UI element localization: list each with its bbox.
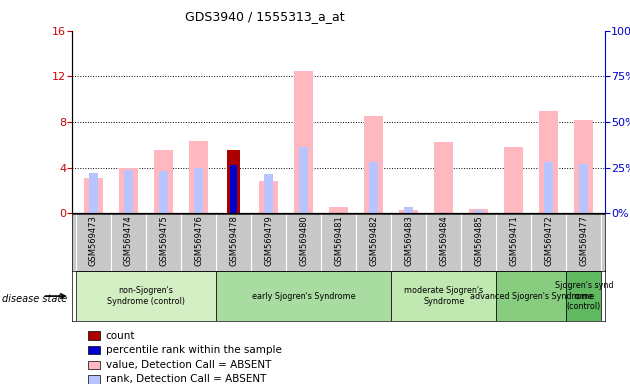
Text: GSM569481: GSM569481 <box>334 215 343 266</box>
Bar <box>404 207 413 213</box>
Bar <box>189 141 208 213</box>
Text: GSM569484: GSM569484 <box>439 215 448 266</box>
Bar <box>566 271 601 321</box>
Bar <box>544 162 553 213</box>
Text: GDS3940 / 1555313_a_at: GDS3940 / 1555313_a_at <box>185 10 345 23</box>
Bar <box>119 167 138 213</box>
Bar <box>574 120 593 213</box>
Bar <box>391 271 496 321</box>
Text: disease state: disease state <box>2 293 67 303</box>
Text: GSM569475: GSM569475 <box>159 215 168 266</box>
Text: value, Detection Call = ABSENT: value, Detection Call = ABSENT <box>106 360 272 370</box>
Text: GSM569473: GSM569473 <box>89 215 98 266</box>
Bar <box>84 178 103 213</box>
Text: GSM569471: GSM569471 <box>509 215 518 266</box>
Text: rank, Detection Call = ABSENT: rank, Detection Call = ABSENT <box>106 374 266 384</box>
Bar <box>329 207 348 213</box>
Text: GSM569474: GSM569474 <box>124 215 133 266</box>
Bar <box>474 210 483 213</box>
Text: early Sjogren's Syndrome: early Sjogren's Syndrome <box>252 291 355 301</box>
Bar <box>369 162 378 213</box>
Bar <box>76 271 216 321</box>
Text: GSM569478: GSM569478 <box>229 215 238 266</box>
Text: GSM569476: GSM569476 <box>194 215 203 266</box>
Bar <box>231 165 237 213</box>
Bar <box>264 174 273 213</box>
Bar <box>539 111 558 213</box>
Text: count: count <box>106 331 135 341</box>
Bar <box>159 171 168 213</box>
Text: advanced Sjogren's Syndrome: advanced Sjogren's Syndrome <box>470 291 593 301</box>
Text: GSM569485: GSM569485 <box>474 215 483 266</box>
Text: GSM569480: GSM569480 <box>299 215 308 266</box>
Text: GSM569479: GSM569479 <box>264 215 273 266</box>
Text: moderate Sjogren's
Syndrome: moderate Sjogren's Syndrome <box>404 286 483 306</box>
Text: GSM569483: GSM569483 <box>404 215 413 266</box>
Bar <box>154 151 173 213</box>
Bar <box>496 271 566 321</box>
Bar <box>194 167 203 213</box>
Bar <box>124 170 133 213</box>
Bar <box>399 210 418 213</box>
Text: non-Sjogren's
Syndrome (control): non-Sjogren's Syndrome (control) <box>107 286 185 306</box>
Bar <box>504 147 524 213</box>
Bar <box>216 271 391 321</box>
Text: Sjogren's synd
rome
(control): Sjogren's synd rome (control) <box>554 281 613 311</box>
Text: percentile rank within the sample: percentile rank within the sample <box>106 345 282 355</box>
Text: GSM569477: GSM569477 <box>580 215 588 266</box>
Bar <box>299 147 308 213</box>
Bar <box>580 164 588 213</box>
Bar <box>89 173 98 213</box>
Bar <box>434 142 454 213</box>
Bar <box>364 116 383 213</box>
Bar <box>294 71 313 213</box>
Text: GSM569472: GSM569472 <box>544 215 553 266</box>
Bar <box>259 181 278 213</box>
Bar <box>227 151 239 213</box>
Bar <box>469 209 488 213</box>
Text: GSM569482: GSM569482 <box>369 215 378 266</box>
